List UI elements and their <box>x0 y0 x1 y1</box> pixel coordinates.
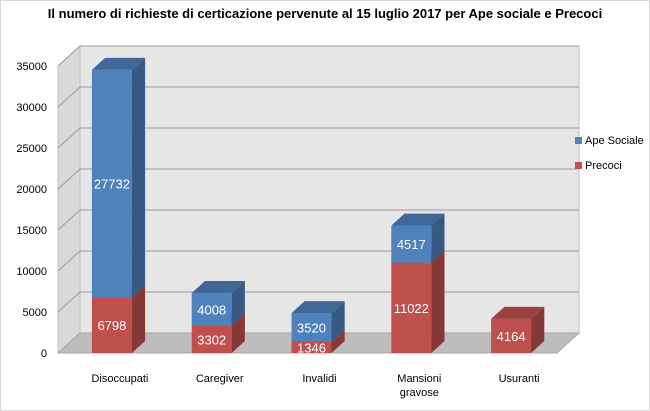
legend-swatch <box>575 137 582 144</box>
x-tick-label: Disoccupati <box>91 373 148 385</box>
bar-ape-sociale <box>391 225 432 263</box>
y-tick-label: 20000 <box>16 184 47 196</box>
y-tick-label: 5000 <box>23 307 47 319</box>
data-label: 11022 <box>394 301 429 316</box>
x-tick-label: Usuranti <box>499 373 540 385</box>
bar-side <box>431 213 445 263</box>
data-label: 3302 <box>197 332 226 347</box>
data-label: 4008 <box>197 302 226 317</box>
gridline <box>57 86 579 108</box>
data-label: 1346 <box>297 340 326 355</box>
gridline <box>57 45 579 67</box>
data-label: 4164 <box>497 329 526 344</box>
bar-side <box>331 329 345 353</box>
x-tick-label: Caregiver <box>196 373 244 385</box>
bar-precoci <box>491 318 532 353</box>
bar-precoci <box>91 297 132 353</box>
bar-top <box>291 301 345 314</box>
bar-side <box>331 301 345 342</box>
y-tick-label: 0 <box>41 348 47 360</box>
bar-side <box>131 57 146 298</box>
y-tick-label: 35000 <box>16 61 47 73</box>
bar-ape-sociale <box>191 293 232 326</box>
data-label: 4517 <box>397 237 426 252</box>
gridline <box>57 209 579 231</box>
data-label: 3520 <box>297 321 326 336</box>
bar-top <box>491 306 545 319</box>
bar-top <box>191 281 245 294</box>
bar-side <box>231 281 245 326</box>
bar-top <box>91 57 146 70</box>
data-label: 27732 <box>94 177 130 192</box>
bar-side <box>531 306 545 353</box>
side-wall <box>57 44 81 355</box>
bar-precoci <box>391 262 432 353</box>
bar-side <box>131 285 146 353</box>
y-tick-label: 25000 <box>16 143 47 155</box>
bar-precoci <box>291 341 332 353</box>
x-tick-label: Mansioni <box>397 373 441 385</box>
y-tick-label: 15000 <box>16 225 47 237</box>
data-label: 6798 <box>97 318 126 333</box>
y-tick-label: 30000 <box>16 102 47 114</box>
bar-ape-sociale <box>91 69 132 298</box>
back-wall <box>79 45 580 334</box>
bar-ape-sociale <box>291 313 332 342</box>
legend-swatch <box>575 162 582 169</box>
x-tick-label: gravose <box>400 387 439 399</box>
bar-precoci <box>191 325 232 353</box>
legend-label: Precoci <box>585 160 622 172</box>
gridline <box>57 168 579 190</box>
bar-side <box>231 313 245 353</box>
bar-side <box>431 250 445 353</box>
gridline <box>57 127 579 149</box>
bar-top <box>391 213 445 226</box>
x-tick-label: Invalidi <box>302 373 336 385</box>
legend-label: Ape Sociale <box>585 135 644 147</box>
y-tick-label: 10000 <box>16 266 47 278</box>
chart-title: Il numero di richieste di certicazione p… <box>47 6 603 21</box>
